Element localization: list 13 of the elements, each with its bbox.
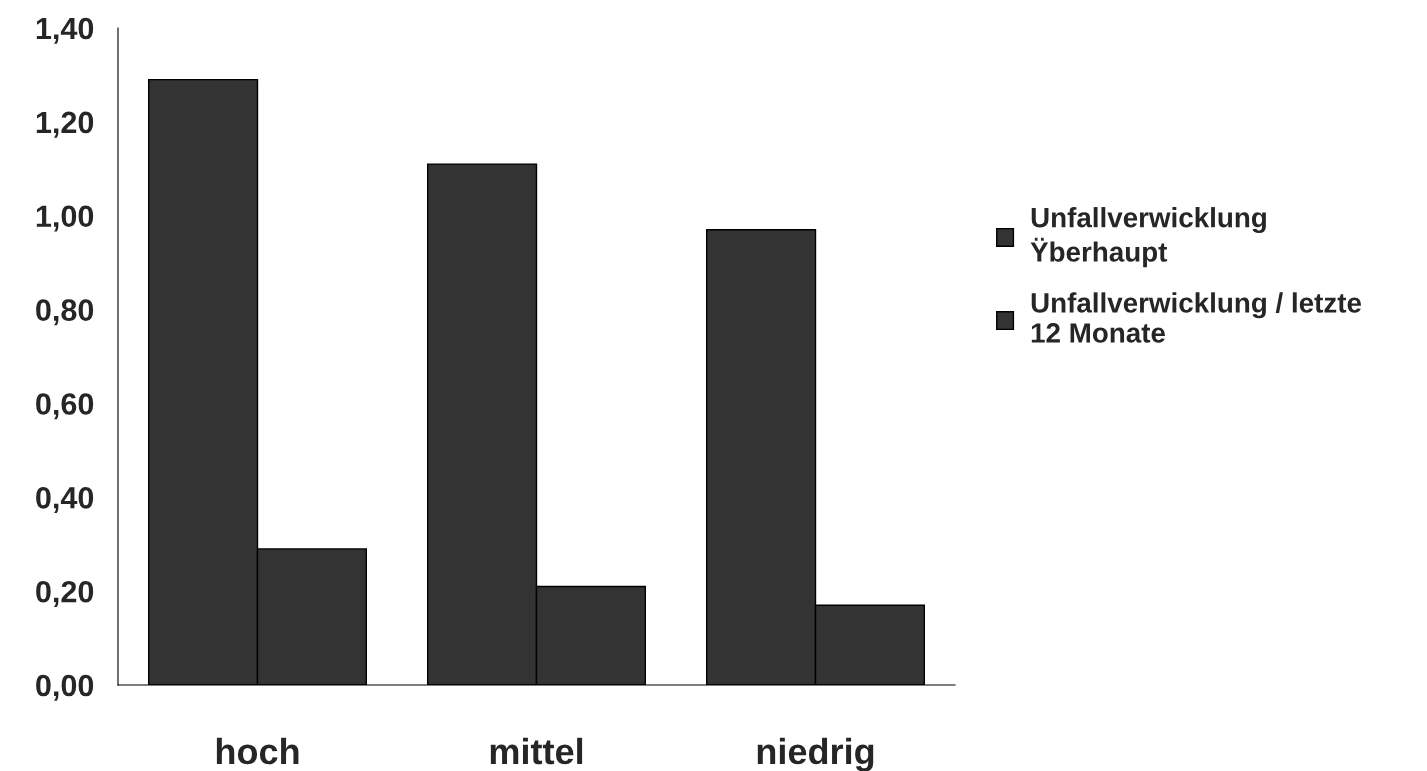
x-tick-label: mittel (490, 737, 583, 765)
legend-label: Unfallverwicklung Ÿberhaupt (1030, 207, 1266, 268)
y-tick-label: 0,20 (36, 580, 94, 607)
y-tick-label: 0,60 (36, 393, 94, 420)
y-tick-label: 1,00 (36, 205, 94, 232)
y-tick-label: 1,20 (36, 111, 94, 138)
x-tick-label: hoch (216, 737, 299, 765)
x-tick-label: niedrig (757, 737, 874, 771)
legend-label: Unfallverwicklung / letzte 12 Monate (1031, 292, 1361, 343)
y-tick-label: 0,40 (36, 487, 94, 514)
y-tick-label: 0,00 (36, 674, 94, 701)
y-tick-label: 1,40 (36, 17, 94, 44)
y-tick-label: 0,80 (36, 299, 94, 326)
